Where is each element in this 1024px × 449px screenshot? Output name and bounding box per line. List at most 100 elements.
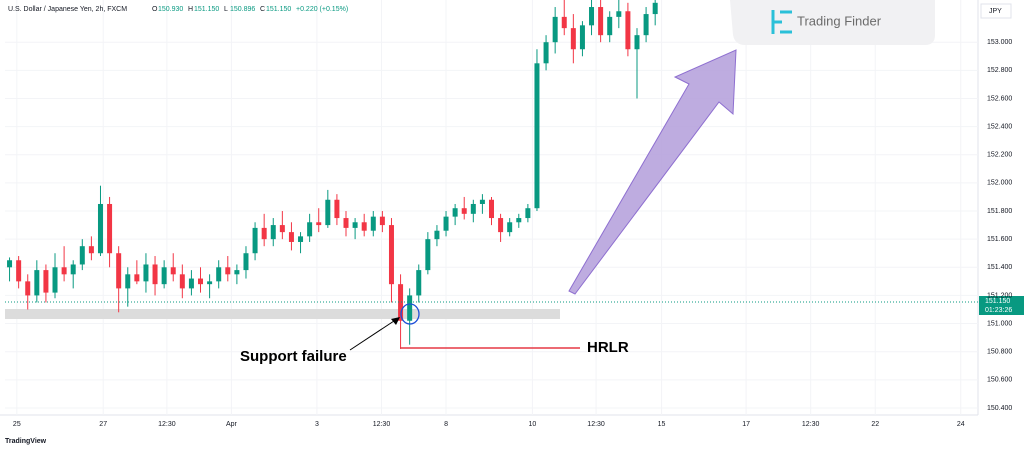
candle-body: [352, 222, 358, 228]
candle-body: [152, 264, 158, 285]
candle-body: [325, 199, 331, 226]
candle-body: [634, 35, 640, 50]
quote: O 150.930 H 151.150 L 150.896 C 151.150 +0.220 (…: [152, 6, 348, 13]
candle-body: [425, 239, 431, 271]
candle-body: [316, 222, 322, 226]
y-tick-label: 152.000: [987, 180, 1012, 187]
candle-body: [207, 281, 213, 285]
hrlr-label: HRLR: [587, 339, 629, 356]
candle-body: [443, 216, 449, 231]
x-tick-label: Apr: [226, 421, 238, 428]
logo-text: Trading Finder: [797, 13, 882, 28]
pointer-arrow: [349, 318, 398, 351]
quote-value: 151.150: [194, 6, 219, 13]
candle-body: [388, 225, 394, 285]
x-tick-label: 10: [529, 421, 537, 428]
candle-body: [589, 7, 595, 26]
candle-body: [489, 199, 494, 219]
x-tick-label: 12:30: [373, 421, 391, 428]
candle-body: [434, 230, 440, 240]
quote-key: O: [152, 6, 158, 13]
candle-body: [570, 28, 576, 50]
candle-body: [616, 11, 622, 17]
candle-body: [61, 267, 67, 275]
candle-body: [70, 264, 76, 275]
y-tick-label: 151.800: [987, 208, 1012, 215]
trend-arrow: [568, 49, 737, 295]
logo-icon: [771, 10, 792, 34]
pointer-arrow-head: [391, 317, 400, 325]
candle-body: [525, 208, 531, 219]
candle-body: [552, 16, 558, 43]
x-tick-label: 25: [13, 421, 21, 428]
support-zone: [5, 309, 560, 319]
candle-body: [452, 208, 458, 217]
y-tick-label: 150.800: [987, 349, 1012, 356]
quote-key: C: [260, 6, 265, 13]
candle-body: [398, 284, 404, 321]
candle-body: [534, 63, 540, 209]
candle-body: [561, 16, 567, 29]
candle-body: [107, 203, 113, 254]
candle-body: [270, 225, 276, 240]
y-tick-label: 152.800: [987, 67, 1012, 74]
candle-body: [161, 267, 167, 285]
last-price-tag: [979, 296, 1024, 315]
y-tick-label: 150.400: [987, 405, 1012, 412]
candle-body: [307, 222, 313, 237]
y-tick-label: 152.600: [987, 95, 1012, 102]
y-tick-label: 150.600: [987, 377, 1012, 384]
y-tick-label: 153.000: [987, 39, 1012, 46]
x-tick-label: 12:30: [587, 421, 605, 428]
candle-body: [579, 25, 585, 50]
candle-body: [43, 270, 49, 293]
x-tick-label: 22: [871, 421, 879, 428]
candle-body: [198, 278, 204, 285]
candles: [7, 0, 658, 349]
candle-body: [370, 216, 376, 231]
y-tick-label: 151.200: [987, 292, 1012, 299]
quote-value: 151.150: [266, 6, 291, 13]
candle-body: [143, 264, 149, 282]
candle-body: [34, 270, 40, 296]
last-price-label: 151.150: [985, 298, 1010, 305]
candle-body: [179, 274, 185, 289]
y-tick-label: 151.600: [987, 236, 1012, 243]
candle-body: [479, 199, 485, 204]
candle-body: [279, 225, 285, 233]
candle-body: [97, 203, 103, 254]
candle-body: [507, 222, 513, 233]
candle-body: [298, 236, 304, 242]
y-tick-label: 152.200: [987, 152, 1012, 159]
candle-body: [252, 227, 258, 254]
candle-body: [16, 260, 22, 282]
quote-key: H: [188, 6, 193, 13]
x-tick-label: 27: [99, 421, 107, 428]
candle-body: [652, 2, 658, 15]
candle-body: [343, 218, 349, 228]
countdown: 01:23:26: [985, 307, 1012, 314]
candle-body: [498, 218, 504, 233]
candle-body: [461, 208, 467, 214]
candle-body: [125, 274, 131, 289]
candle-body: [416, 270, 422, 296]
candle-body: [543, 42, 549, 64]
candle-body: [379, 216, 385, 226]
support-label: Support failure: [240, 348, 347, 365]
quote-key: L: [224, 6, 228, 13]
candle-body: [216, 267, 222, 282]
candle-body: [334, 199, 340, 219]
candle-body: [25, 281, 31, 296]
candle-body: [52, 267, 58, 293]
failure-circle: [400, 303, 420, 325]
currency: JPY: [989, 8, 1002, 15]
candle-body: [170, 267, 176, 275]
y-tick-label: 152.400: [987, 123, 1012, 130]
candle-body: [225, 267, 231, 275]
y-tick-label: 151.000: [987, 320, 1012, 327]
candle-body: [625, 11, 631, 50]
candle-body: [134, 274, 140, 282]
candle-body: [7, 260, 13, 268]
candle-body: [288, 232, 294, 242]
